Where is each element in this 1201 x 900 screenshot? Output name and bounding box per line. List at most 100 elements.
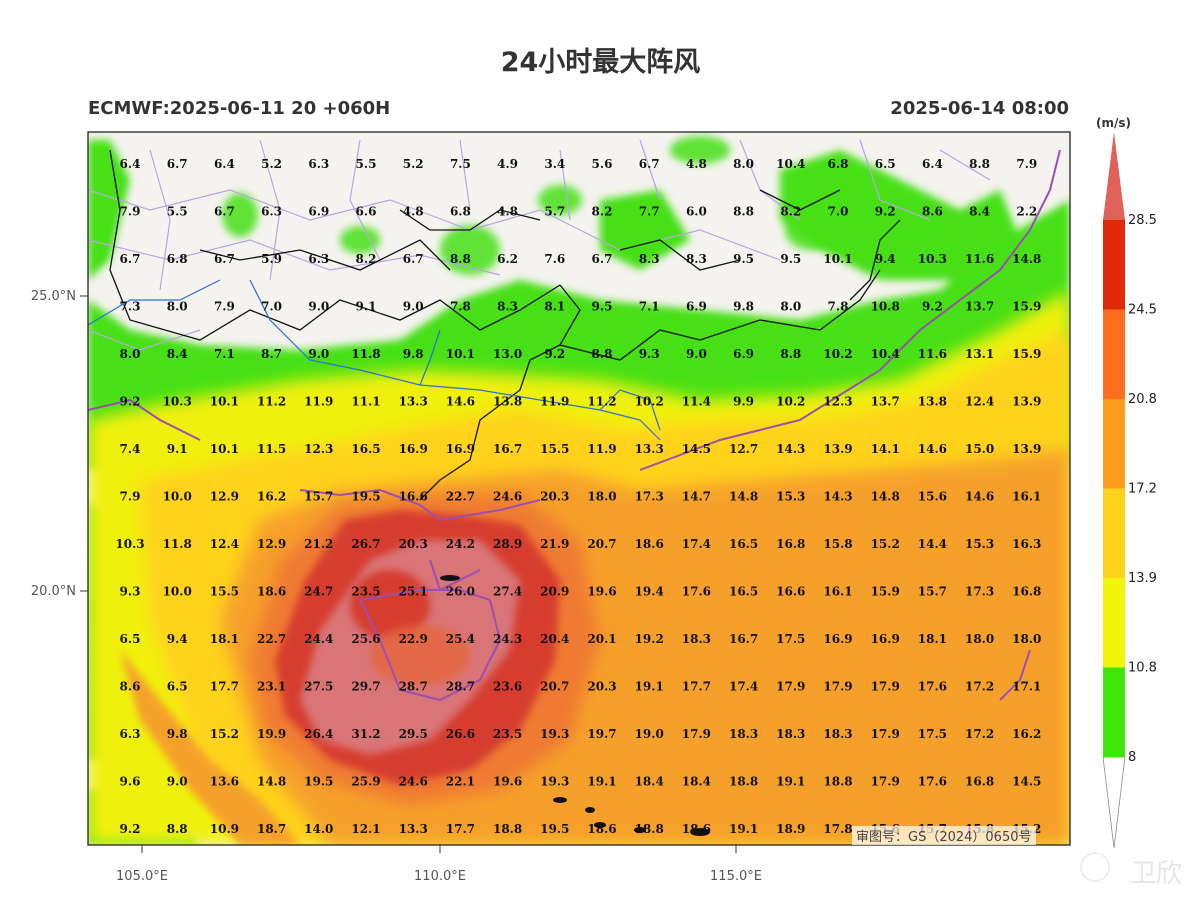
grid-value: 6.7: [214, 252, 235, 266]
grid-value: 11.1: [351, 395, 380, 409]
grid-value: 6.4: [214, 157, 235, 171]
grid-value: 17.4: [682, 537, 711, 551]
grid-value: 24.2: [446, 537, 475, 551]
grid-value: 18.3: [682, 632, 711, 646]
grid-value: 16.5: [729, 585, 758, 599]
grid-value: 24.4: [304, 632, 333, 646]
grid-value: 19.7: [587, 727, 616, 741]
legend-unit-label: (m/s): [1096, 116, 1131, 130]
grid-value: 6.7: [214, 205, 235, 219]
grid-value: 22.9: [399, 632, 428, 646]
grid-value: 17.1: [1012, 680, 1041, 694]
grid-value: 18.7: [257, 822, 286, 836]
grid-value: 16.7: [493, 442, 522, 456]
grid-value: 15.7: [304, 490, 333, 504]
grid-value: 18.3: [823, 727, 852, 741]
grid-value: 7.0: [828, 205, 849, 219]
grid-value: 11.8: [163, 537, 192, 551]
grid-value: 19.3: [540, 727, 569, 741]
grid-value: 18.3: [776, 727, 805, 741]
grid-value: 11.6: [918, 347, 947, 361]
grid-value: 6.5: [875, 157, 896, 171]
grid-value: 6.3: [261, 205, 282, 219]
grid-value: 16.5: [351, 442, 380, 456]
grid-value: 25.4: [446, 632, 475, 646]
grid-value: 12.4: [210, 537, 239, 551]
islands: [440, 575, 710, 836]
grid-value: 6.8: [450, 205, 471, 219]
grid-value: 18.6: [257, 585, 286, 599]
grid-value: 19.1: [587, 775, 616, 789]
grid-value: 14.6: [965, 490, 994, 504]
grid-value: 17.5: [918, 727, 947, 741]
grid-value: 14.3: [776, 442, 805, 456]
grid-value: 9.0: [167, 775, 188, 789]
grid-value: 9.2: [875, 205, 896, 219]
grid-value: 10.3: [918, 252, 947, 266]
grid-value: 14.5: [682, 442, 711, 456]
grid-value: 19.1: [729, 822, 758, 836]
grid-value: 14.8: [1012, 252, 1041, 266]
grid-value: 6.7: [592, 252, 613, 266]
grid-value: 27.4: [493, 585, 522, 599]
grid-value: 20.9: [540, 585, 569, 599]
grid-value: 14.6: [446, 395, 475, 409]
grid-value: 5.7: [544, 205, 565, 219]
grid-value: 15.8: [823, 537, 852, 551]
grid-value: 26.6: [446, 727, 475, 741]
grid-value: 18.4: [682, 775, 711, 789]
grid-value: 9.4: [875, 252, 896, 266]
grid-value: 13.7: [871, 395, 900, 409]
grid-value: 18.0: [587, 490, 616, 504]
grid-value: 12.3: [823, 395, 852, 409]
grid-value: 10.1: [210, 442, 239, 456]
grid-value: 8.8: [969, 157, 990, 171]
grid-value: 15.2: [871, 537, 900, 551]
grid-value: 26.0: [446, 585, 475, 599]
grid-value: 17.3: [965, 585, 994, 599]
grid-value: 18.8: [729, 775, 758, 789]
grid-value: 8.8: [450, 252, 471, 266]
grid-value: 17.9: [776, 680, 805, 694]
legend-level-label: 10.8: [1128, 661, 1157, 676]
grid-value: 6.3: [308, 252, 329, 266]
grid-value: 9.2: [120, 395, 141, 409]
grid-value: 5.9: [261, 252, 282, 266]
grid-value: 13.9: [1012, 442, 1041, 456]
grid-value: 13.8: [493, 395, 522, 409]
grid-value: 10.1: [210, 395, 239, 409]
region-borders: [109, 149, 901, 501]
grid-value: 9.8: [733, 300, 754, 314]
grid-value: 19.6: [587, 585, 616, 599]
grid-value: 19.5: [351, 490, 380, 504]
grid-value: 13.3: [635, 442, 664, 456]
grid-value: 17.9: [871, 727, 900, 741]
grid-value: 6.0: [686, 205, 707, 219]
grid-value: 7.3: [120, 300, 141, 314]
grid-value: 8.8: [592, 347, 613, 361]
grid-value: 18.4: [635, 775, 664, 789]
grid-value: 15.3: [776, 490, 805, 504]
grid-value: 7.0: [261, 300, 282, 314]
grid-value: 19.5: [304, 775, 333, 789]
grid-value: 23.1: [257, 680, 286, 694]
grid-value: 24.6: [493, 490, 522, 504]
grid-value: 22.7: [446, 490, 475, 504]
grid-value: 19.3: [540, 775, 569, 789]
grid-value: 15.7: [918, 585, 947, 599]
grid-value: 7.9: [120, 205, 141, 219]
west-coast-zone: [120, 650, 300, 845]
grid-value: 27.5: [304, 680, 333, 694]
grid-value: 19.4: [635, 585, 664, 599]
grid-value: 9.8: [403, 347, 424, 361]
grid-value: 18.1: [918, 632, 947, 646]
grid-value: 5.5: [356, 157, 377, 171]
grid-value: 8.6: [120, 680, 141, 694]
grid-value: 18.6: [587, 822, 616, 836]
grid-value: 10.0: [163, 585, 192, 599]
grid-value: 8.8: [167, 822, 188, 836]
grid-value: 9.2: [544, 347, 565, 361]
grid-value: 25.1: [399, 585, 428, 599]
grid-value: 10.2: [776, 395, 805, 409]
grid-value: 17.3: [635, 490, 664, 504]
